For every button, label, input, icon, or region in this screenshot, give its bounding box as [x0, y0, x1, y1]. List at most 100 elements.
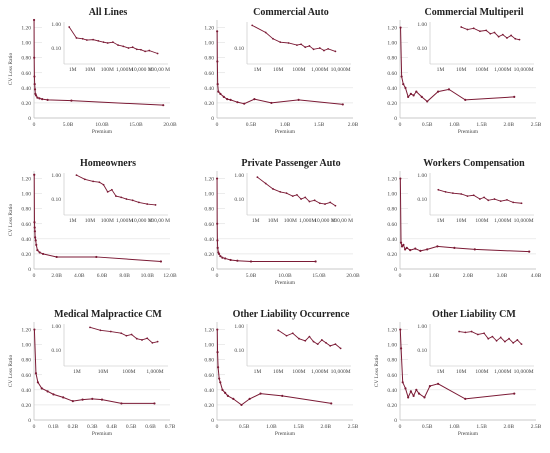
inset-data-point	[106, 191, 109, 193]
inset-data-point	[135, 48, 138, 51]
inset-data-point	[470, 330, 473, 333]
y-tick-label: 0	[394, 267, 397, 273]
inset-data-point	[506, 37, 508, 39]
inset-data-point	[329, 344, 332, 347]
y-tick-label: 0	[211, 418, 214, 424]
chart-panel-9: Other Liability CM 0 0.20 0.40 0.60 0.80 1.00 1…	[374, 309, 542, 437]
inset-data-point	[499, 336, 502, 339]
x-tick-label: 1.0B	[449, 424, 460, 430]
inset-data-point	[339, 347, 342, 350]
inset-data-point	[520, 343, 523, 346]
y-tick-label: 0.20	[21, 252, 31, 258]
inset-data-point	[472, 27, 475, 30]
inset-x-tick-label: 1,000M	[494, 67, 511, 73]
inset-data-point	[476, 333, 479, 336]
inset-data-point	[75, 37, 78, 39]
x-tick-label: 0.1B	[48, 424, 59, 430]
chart-panel-1: All Lines 0 0.20 0.40 0.60 0.80 1.00 1.20 0 5.0B 1…	[8, 7, 177, 135]
y-axis-label: CV Loss Ratio	[8, 52, 14, 85]
x-tick-label: 0	[216, 122, 219, 128]
x-tick-label: 2.5B	[348, 424, 359, 430]
inset-data-point	[92, 38, 95, 41]
y-tick-label: 0.20	[387, 101, 397, 107]
inset-data-point	[298, 337, 300, 340]
y-tick-label: 1.20	[21, 26, 31, 32]
chart-title: Workers Compensation	[423, 158, 525, 169]
inset-data-point	[102, 41, 105, 44]
data-point	[216, 60, 219, 63]
inset-series-line	[438, 189, 522, 204]
inset-x-tick-label: 100,00 M	[149, 218, 171, 224]
inset-data-point	[512, 201, 515, 204]
data-point	[253, 98, 256, 101]
data-point	[216, 246, 219, 249]
y-tick-label: 1.20	[204, 26, 214, 32]
data-point	[36, 249, 39, 252]
data-point	[226, 98, 229, 101]
data-point	[401, 381, 404, 384]
inset-y-tick-label: 1.00	[51, 173, 61, 179]
chart-panel-2: Commercial Auto 0 0.20 0.40 0.60 0.80 1.00 1.20…	[204, 7, 358, 135]
inset-data-point	[125, 198, 128, 200]
inset-x-tick-label: 10M	[85, 67, 96, 73]
data-point	[409, 390, 412, 393]
chart-panel-8: Other Liability Occurrence 0 0.20 0.40 0.60 0…	[204, 309, 358, 437]
inset-data-point	[485, 29, 488, 32]
x-tick-label: 2.0B	[504, 122, 515, 128]
inset-x-tick-label: 100M	[475, 67, 488, 73]
x-tick-label: 1.5B	[476, 424, 487, 430]
inset-data-point	[291, 195, 294, 197]
data-point	[453, 246, 456, 249]
data-point	[513, 95, 516, 98]
inset-data-point	[308, 335, 311, 338]
y-tick-label: 0.40	[21, 237, 31, 243]
inset-data-point	[272, 188, 274, 190]
inset-data-point	[464, 331, 467, 334]
data-point	[218, 377, 221, 380]
data-point	[221, 388, 224, 391]
inset-data-point	[334, 343, 337, 346]
inset-data-point	[130, 333, 133, 336]
data-point	[32, 18, 36, 22]
series-line	[216, 31, 343, 105]
inset-data-point	[106, 42, 109, 44]
x-tick-label: 2.0B	[321, 424, 332, 430]
data-point	[423, 396, 426, 399]
x-axis-label: Premium	[458, 431, 479, 437]
inset-data-point	[514, 37, 517, 40]
inset-data-point	[272, 37, 274, 40]
inset-data-point	[499, 200, 502, 203]
data-point	[33, 226, 36, 229]
inset-data-point	[318, 47, 321, 49]
inset-data-point	[466, 28, 469, 31]
x-tick-label: 20.0B	[346, 273, 360, 279]
chart-title: All Lines	[89, 7, 128, 18]
inset-data-point	[520, 202, 523, 205]
inset-y-tick-label: 1.00	[234, 173, 244, 179]
inset-chart: 0.10 1M 10M 100M 1,000M 10,000M	[225, 20, 357, 80]
inset-data-point	[451, 192, 454, 195]
y-tick-label: 0	[211, 267, 214, 273]
data-point	[232, 397, 235, 400]
y-tick-label: 1.00	[21, 343, 31, 349]
y-tick-label: 1.00	[387, 41, 397, 47]
inset-data-point	[83, 178, 86, 181]
inset-data-point	[312, 48, 315, 51]
inset-data-point	[296, 193, 298, 196]
x-tick-label: 0.5B	[239, 424, 250, 430]
y-tick-label: 0.60	[21, 222, 31, 228]
data-point	[95, 255, 98, 259]
y-tick-label: 0.60	[387, 71, 397, 77]
data-point	[409, 249, 412, 252]
inset-data-point	[518, 38, 521, 41]
x-tick-label: 10.0B	[141, 273, 155, 279]
x-tick-label: 0	[33, 122, 36, 128]
data-point	[415, 90, 418, 93]
y-tick-label: 1.20	[204, 328, 214, 334]
inset-data-point	[135, 337, 138, 340]
inset-data-point	[304, 339, 307, 342]
data-point	[400, 245, 404, 248]
inset-x-tick-label: 10M	[85, 218, 96, 224]
x-tick-label: 5.0B	[63, 122, 74, 128]
y-tick-label: 0	[28, 418, 31, 424]
